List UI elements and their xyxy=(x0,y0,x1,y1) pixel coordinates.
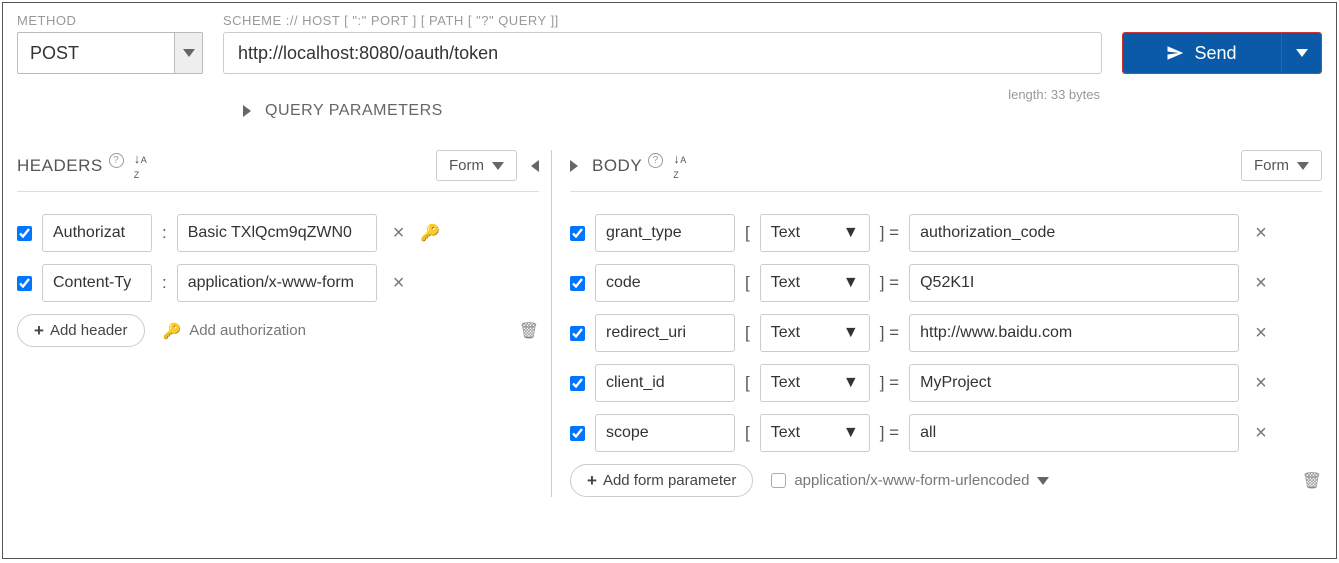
body-param-row: [ Text▼ ] = × xyxy=(570,214,1322,252)
param-name-input[interactable] xyxy=(595,264,735,302)
trash-icon[interactable]: 🗑 xyxy=(1302,471,1322,491)
body-param-row: [ Text▼ ] = × xyxy=(570,414,1322,452)
param-value-input[interactable] xyxy=(909,264,1239,302)
param-value-input[interactable] xyxy=(909,364,1239,402)
remove-param-icon[interactable]: × xyxy=(1249,422,1273,445)
param-enable-checkbox[interactable] xyxy=(570,276,585,291)
header-name-input[interactable] xyxy=(42,214,152,252)
query-params-label: QUERY PARAMETERS xyxy=(265,102,443,120)
param-enable-checkbox[interactable] xyxy=(570,226,585,241)
remove-param-icon[interactable]: × xyxy=(1249,372,1273,395)
param-type-select[interactable]: Text▼ xyxy=(760,314,870,352)
chevron-down-icon xyxy=(492,162,504,170)
remove-header-icon[interactable]: × xyxy=(387,222,411,245)
query-params-toggle[interactable]: QUERY PARAMETERS xyxy=(243,102,1322,120)
remove-param-icon[interactable]: × xyxy=(1249,272,1273,295)
body-panel: BODY ? ↓AZ Form [ Text▼ ] = × [ Text▼ ] = × [ Tex… xyxy=(551,150,1322,497)
url-input[interactable] xyxy=(223,32,1102,74)
plus-icon: + xyxy=(34,322,44,339)
param-enable-checkbox[interactable] xyxy=(570,376,585,391)
rest-client-panel: METHOD POST SCHEME :// HOST [ ":" PORT ]… xyxy=(2,2,1337,559)
send-button-main[interactable]: Send xyxy=(1123,33,1281,73)
send-icon xyxy=(1166,44,1184,62)
header-value-input[interactable] xyxy=(177,214,377,252)
header-value-input[interactable] xyxy=(177,264,377,302)
send-dropdown[interactable] xyxy=(1281,33,1321,73)
body-param-row: [ Text▼ ] = × xyxy=(570,264,1322,302)
body-view-select[interactable]: Form xyxy=(1241,150,1322,181)
headers-panel: HEADERS ? ↓AZ Form :×🔑:× + Add header 🔑 xyxy=(17,150,551,497)
param-name-input[interactable] xyxy=(595,214,735,252)
header-enable-checkbox[interactable] xyxy=(17,226,32,241)
add-header-button[interactable]: + Add header xyxy=(17,314,145,347)
header-enable-checkbox[interactable] xyxy=(17,276,32,291)
chevron-down-icon xyxy=(1037,477,1049,485)
headers-view-select[interactable]: Form xyxy=(436,150,517,181)
bracket: [ xyxy=(745,273,750,293)
param-name-input[interactable] xyxy=(595,314,735,352)
param-enable-checkbox[interactable] xyxy=(570,326,585,341)
param-type-select[interactable]: Text▼ xyxy=(760,264,870,302)
header-name-input[interactable] xyxy=(42,264,152,302)
body-param-row: [ Text▼ ] = × xyxy=(570,364,1322,402)
header-row: :× xyxy=(17,264,539,302)
url-length-text: length: 33 bytes xyxy=(1008,87,1100,102)
bracket: [ xyxy=(745,323,750,343)
colon: : xyxy=(162,223,167,243)
param-type-select[interactable]: Text▼ xyxy=(760,214,870,252)
bracket: [ xyxy=(745,373,750,393)
bracket: ] = xyxy=(880,323,899,343)
add-authorization-button[interactable]: 🔑 Add authorization xyxy=(163,322,306,340)
remove-param-icon[interactable]: × xyxy=(1249,222,1273,245)
colon: : xyxy=(162,273,167,293)
header-row: : × 🔑 xyxy=(17,214,539,252)
collapse-right-icon[interactable] xyxy=(570,160,578,172)
param-name-input[interactable] xyxy=(595,414,735,452)
bracket: ] = xyxy=(880,423,899,443)
plus-icon: + xyxy=(587,472,597,489)
param-value-input[interactable] xyxy=(909,314,1239,352)
param-type-select[interactable]: Text▼ xyxy=(760,364,870,402)
body-param-row: [ Text▼ ] = × xyxy=(570,314,1322,352)
bracket: [ xyxy=(745,223,750,243)
remove-header-icon[interactable]: × xyxy=(387,272,411,295)
checkbox-icon[interactable] xyxy=(771,473,786,488)
bracket: ] = xyxy=(880,273,899,293)
param-type-select[interactable]: Text▼ xyxy=(760,414,870,452)
content-type-toggle[interactable]: application/x-www-form-urlencoded xyxy=(771,472,1049,489)
collapse-left-icon[interactable] xyxy=(531,160,539,172)
key-icon[interactable]: 🔑 xyxy=(420,223,440,243)
add-form-param-button[interactable]: + Add form parameter xyxy=(570,464,753,497)
help-icon[interactable]: ? xyxy=(109,153,124,168)
bracket: [ xyxy=(745,423,750,443)
bracket: ] = xyxy=(880,373,899,393)
sort-icon[interactable]: ↓AZ xyxy=(134,151,148,181)
chevron-down-icon xyxy=(1297,162,1309,170)
headers-title: HEADERS ? ↓AZ xyxy=(17,151,147,181)
expand-icon xyxy=(243,105,251,117)
method-select[interactable]: POST xyxy=(17,32,203,74)
param-enable-checkbox[interactable] xyxy=(570,426,585,441)
help-icon[interactable]: ? xyxy=(648,153,663,168)
body-title: BODY ? ↓AZ xyxy=(592,151,687,181)
trash-icon[interactable]: 🗑 xyxy=(519,321,539,341)
sort-icon[interactable]: ↓AZ xyxy=(673,151,687,181)
key-icon: 🔑 xyxy=(163,322,182,340)
send-button[interactable]: Send xyxy=(1122,32,1322,74)
remove-param-icon[interactable]: × xyxy=(1249,322,1273,345)
method-dropdown-arrow[interactable] xyxy=(174,33,202,73)
bracket: ] = xyxy=(880,223,899,243)
param-name-input[interactable] xyxy=(595,364,735,402)
method-label: METHOD xyxy=(17,13,203,28)
param-value-input[interactable] xyxy=(909,414,1239,452)
method-value: POST xyxy=(18,33,174,73)
scheme-label: SCHEME :// HOST [ ":" PORT ] [ PATH [ "?… xyxy=(223,13,1102,28)
param-value-input[interactable] xyxy=(909,214,1239,252)
send-label: Send xyxy=(1194,43,1236,64)
